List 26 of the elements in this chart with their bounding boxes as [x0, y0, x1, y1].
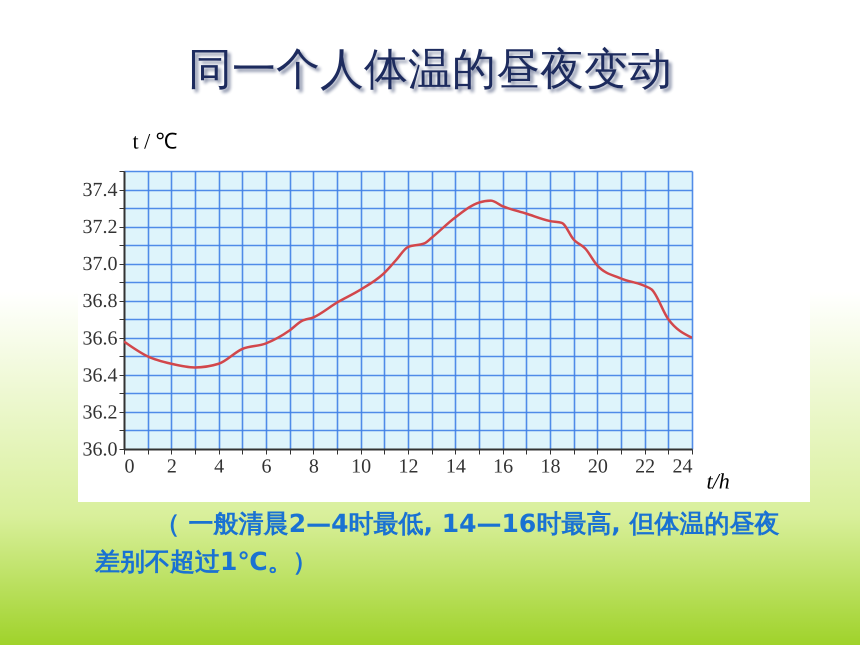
x-tick-label: 0	[124, 456, 134, 478]
x-tick-label: 12	[398, 456, 418, 478]
y-axis-title: t / ℃	[132, 128, 178, 154]
x-tick-label: 4	[214, 456, 224, 478]
line-series	[124, 199, 692, 369]
x-tick-label: 6	[262, 456, 272, 478]
y-tick-label: 36.0	[82, 438, 118, 460]
chart-title: 同一个人体温的昼夜变动	[187, 43, 673, 97]
x-tick-label: 18	[540, 456, 560, 478]
x-axis-title: t/h	[706, 468, 730, 494]
y-tick-label: 37.4	[82, 179, 118, 202]
y-tick-label: 36.4	[82, 364, 118, 386]
x-tick-label: 8	[308, 456, 319, 478]
text: （ 一般清晨2—4时最低, 14—16时最高, 但体温的昼夜差别不超过1℃。）	[95, 508, 780, 578]
y-tick-label: 36.6	[82, 327, 118, 350]
y-tick-label: 37.0	[82, 253, 118, 276]
y-tick-label: 36.2	[82, 401, 118, 424]
x-tick-label: 2	[166, 456, 177, 478]
x-tick-label: 10	[351, 456, 372, 478]
x-tick-label: 24	[672, 456, 692, 478]
y-tick-label: 37.2	[82, 216, 118, 238]
x-tick-label: 14	[446, 456, 466, 478]
x-tick-label: 22	[635, 456, 656, 478]
x-tick-label: 20	[588, 456, 608, 478]
x-tick-label: 16	[493, 456, 514, 478]
y-tick-label: 36.8	[82, 290, 118, 312]
